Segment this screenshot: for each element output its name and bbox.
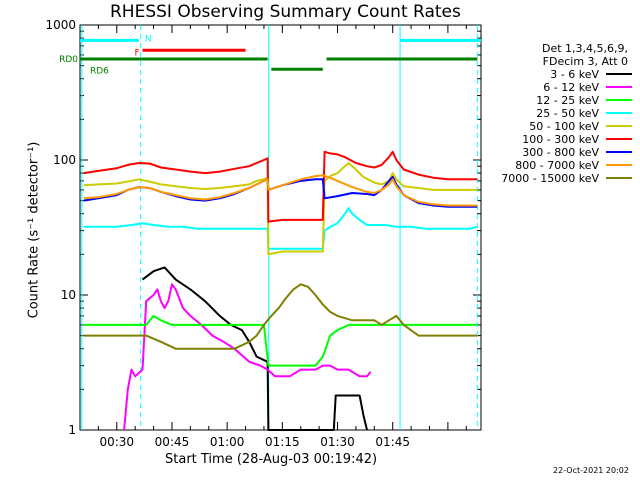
x-tick-label: 01:15	[265, 435, 300, 449]
legend-entry-label: 300 - 800 keV	[522, 146, 599, 159]
legend-title: Det 1,3,4,5,6,9,	[542, 42, 628, 55]
legend-entry-label: 25 - 50 keV	[536, 107, 599, 120]
footer-timestamp: 22-Oct-2021 20:02	[553, 466, 629, 475]
x-axis-label: Start Time (28-Aug-03 00:19:42)	[165, 452, 378, 467]
y-tick-label: 1	[68, 423, 76, 437]
state-bar-label: RD0	[59, 55, 78, 65]
legend-entry-label: 6 - 12 keV	[543, 81, 599, 94]
y-tick-label: 1000	[45, 18, 76, 32]
legend-entry-label: 3 - 6 keV	[550, 68, 599, 81]
legend-entry-label: 7000 - 15000 keV	[501, 172, 599, 185]
x-tick-label: 00:30	[99, 435, 134, 449]
legend-entry-label: 800 - 7000 keV	[515, 159, 599, 172]
state-bar-label: N	[145, 34, 152, 44]
series-line	[83, 162, 478, 256]
chart-title: RHESSI Observing Summary Count Rates	[110, 2, 461, 22]
series-line	[83, 150, 478, 223]
series-line	[123, 283, 372, 431]
x-tick-label: 01:30	[320, 435, 355, 449]
state-bar-label: RD6	[90, 66, 109, 76]
y-tick-label: 100	[53, 153, 76, 167]
x-tick-label: 00:45	[155, 435, 190, 449]
y-tick-label: 10	[61, 288, 76, 302]
x-tick-label: 01:45	[375, 435, 410, 449]
legend-entry-label: 12 - 25 keV	[536, 94, 599, 107]
x-tick-label: 01:00	[210, 435, 245, 449]
y-axis-label: Count Rate (s⁻¹ detector⁻¹)	[26, 141, 42, 319]
legend-title: FDecim 3, Att 0	[543, 55, 628, 68]
legend-entry-label: 50 - 100 keV	[529, 120, 599, 133]
series-line	[83, 174, 478, 207]
series-line	[83, 207, 478, 250]
state-bar-label: F	[135, 48, 140, 58]
series-line	[83, 283, 478, 350]
legend-entry-label: 100 - 300 keV	[522, 133, 599, 146]
